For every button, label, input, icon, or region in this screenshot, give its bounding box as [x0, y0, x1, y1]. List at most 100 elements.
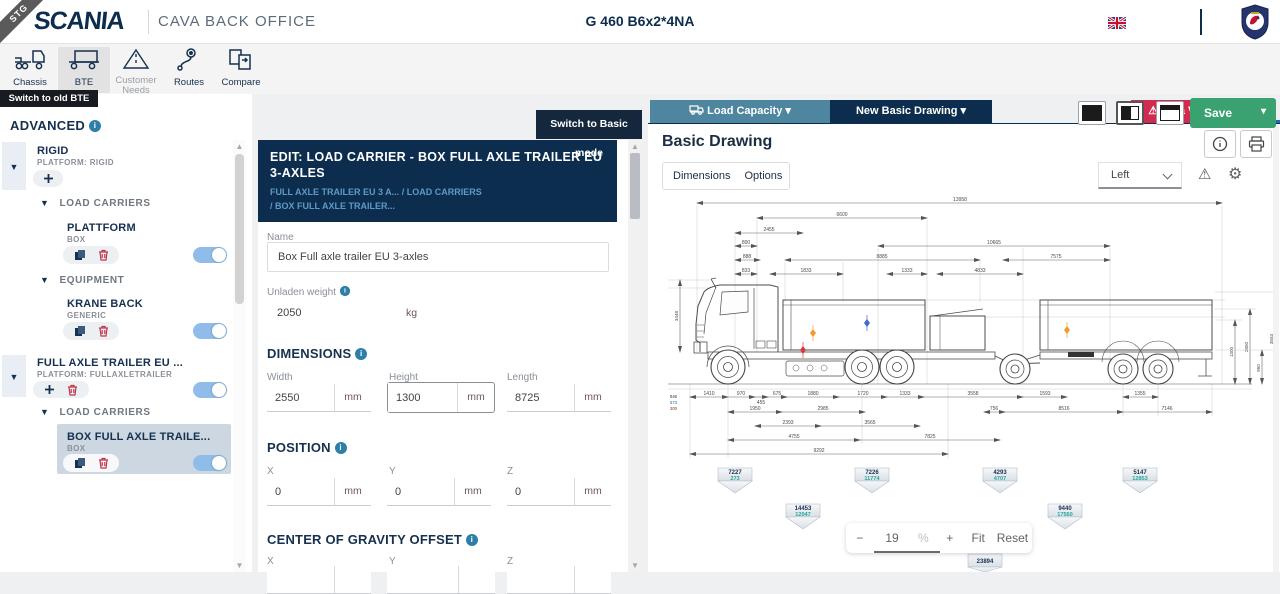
breadcrumb-link-box[interactable]: BOX FULL AXLE TRAILER...: [275, 200, 396, 211]
zoom-out-button[interactable]: −: [856, 531, 864, 545]
edit-panel-scrollbar[interactable]: ▲ ▼: [628, 140, 642, 572]
tab-options[interactable]: Options: [744, 170, 783, 182]
layout-full-button[interactable]: [1078, 101, 1106, 125]
info-icon[interactable]: i: [339, 285, 350, 297]
info-icon[interactable]: i: [334, 442, 347, 454]
svg-text:2850: 2850: [1244, 341, 1249, 352]
plus-icon[interactable]: [44, 384, 55, 395]
zoom-in-button[interactable]: +: [946, 531, 954, 545]
reset-button[interactable]: Reset: [996, 531, 1029, 545]
layout-split-button[interactable]: [1116, 101, 1144, 125]
save-dropdown-caret[interactable]: ▾: [1260, 106, 1266, 117]
tab-dimensions[interactable]: Dimensions: [673, 170, 731, 182]
drawing-panel-scrollbar[interactable]: [1273, 125, 1279, 572]
drawing-settings-icon[interactable]: ⚙: [1228, 166, 1243, 183]
width-input[interactable]: [267, 384, 335, 411]
save-button[interactable]: Save ▾: [1190, 98, 1276, 128]
tab-load-capacity[interactable]: Load Capacity ▾: [650, 100, 830, 123]
cog-z-field[interactable]: [507, 566, 611, 594]
section-equipment[interactable]: ▼ EQUIPMENT: [40, 275, 125, 286]
length-label: Length: [507, 372, 538, 383]
cog-y-field[interactable]: [387, 566, 495, 594]
position-y-field[interactable]: mm: [387, 478, 491, 506]
tab-new-basic-drawing[interactable]: New Basic Drawing ▾: [830, 100, 992, 123]
drawing-warning-icon[interactable]: ⚠: [1198, 166, 1212, 183]
trailer-collapse-toggle[interactable]: ▼: [2, 355, 26, 397]
length-field[interactable]: mm: [507, 384, 611, 412]
cog-x-input[interactable]: [267, 566, 335, 593]
bte-button[interactable]: BTE: [58, 47, 110, 93]
scroll-down-icon[interactable]: ▼: [235, 561, 244, 570]
position-x-input[interactable]: [267, 478, 335, 505]
switch-to-basic-mode-button[interactable]: Switch to Basic mode: [536, 110, 642, 159]
section-load-carriers-trailer[interactable]: ▼ LOAD CARRIERS: [40, 407, 151, 418]
tree-item-krane-back[interactable]: KRANE BACK: [67, 298, 143, 310]
compare-button[interactable]: Compare: [215, 47, 267, 93]
height-field[interactable]: mm: [387, 382, 495, 413]
info-icon[interactable]: i: [465, 534, 478, 546]
cog-z-input[interactable]: [507, 566, 575, 593]
name-input[interactable]: [267, 242, 609, 272]
position-z-field[interactable]: mm: [507, 478, 611, 506]
top-dimension-lines: [696, 201, 1223, 276]
svg-text:4833: 4833: [974, 268, 985, 274]
scroll-up-icon[interactable]: ▲: [235, 142, 244, 151]
krane-back-enabled-toggle[interactable]: [193, 323, 227, 339]
delete-icon[interactable]: [98, 457, 109, 469]
switch-to-old-bte-button[interactable]: Switch to old BTE: [0, 90, 98, 107]
svg-text:1880: 1880: [807, 391, 818, 397]
delete-icon[interactable]: [98, 325, 109, 337]
zoom-value[interactable]: 19: [885, 531, 899, 545]
drawing-info-button[interactable]: [1204, 130, 1236, 158]
position-x-field[interactable]: mm: [267, 478, 371, 506]
delete-icon[interactable]: [98, 249, 109, 261]
svg-text:12853: 12853: [1132, 476, 1148, 482]
language-flag-icon[interactable]: [1107, 15, 1127, 34]
tree-item-plattform[interactable]: PLATTFORM: [67, 222, 136, 234]
cog-title: CENTER OF GRAVITY OFFSET: [267, 532, 462, 547]
position-z-input[interactable]: [507, 478, 575, 505]
cog-x-field[interactable]: [267, 566, 371, 594]
box-trailer-enabled-toggle[interactable]: [193, 455, 227, 471]
scroll-down-icon[interactable]: ▼: [631, 561, 639, 570]
height-input[interactable]: [388, 383, 458, 412]
routes-button[interactable]: Routes: [163, 47, 215, 93]
svg-text:23894: 23894: [977, 559, 994, 565]
breadcrumb-link-load-carriers[interactable]: LOAD CARRIERS: [406, 187, 482, 198]
customer-needs-button[interactable]: Customer Needs: [110, 47, 162, 95]
trailer-enabled-toggle[interactable]: [193, 382, 227, 398]
add-button[interactable]: [33, 170, 63, 187]
view-side-select[interactable]: Left: [1098, 162, 1182, 189]
info-icon[interactable]: i: [355, 348, 368, 360]
duplicate-icon[interactable]: [74, 249, 86, 261]
rigid-collapse-toggle[interactable]: ▼: [2, 142, 26, 190]
section-load-carriers[interactable]: ▼ LOAD CARRIERS: [40, 198, 151, 209]
duplicate-icon[interactable]: [74, 457, 86, 469]
unladen-weight-input[interactable]: [267, 300, 397, 326]
info-icon[interactable]: i: [89, 120, 102, 132]
length-input[interactable]: [507, 384, 575, 411]
drawing-canvas-area[interactable]: 13958 6600 2455 800 10665 888 8885 7575 …: [650, 192, 1280, 573]
svg-text:675: 675: [773, 391, 782, 397]
fit-button[interactable]: Fit: [971, 531, 985, 545]
tree-group-trailer[interactable]: FULL AXLE TRAILER EU ...: [37, 357, 183, 369]
svg-text:1593: 1593: [1039, 391, 1050, 397]
chassis-button[interactable]: Chassis: [4, 47, 56, 93]
zoom-slider[interactable]: [874, 551, 940, 553]
layout-drawing-button[interactable]: [1156, 101, 1184, 125]
sidebar-scrollbar[interactable]: ▲ ▼: [233, 140, 246, 572]
vertical-dimension-labels: 3448 1300 2850 950 3553: [673, 310, 1274, 373]
cog-y-input[interactable]: [387, 566, 459, 593]
svg-text:7146: 7146: [1161, 406, 1172, 412]
duplicate-icon[interactable]: [74, 325, 86, 337]
breadcrumb-link-trailer[interactable]: FULL AXLE TRAILER EU 3 A...: [270, 187, 400, 198]
width-field[interactable]: mm: [267, 384, 371, 412]
print-button[interactable]: [1240, 130, 1272, 158]
svg-text:4755: 4755: [788, 434, 799, 440]
position-y-input[interactable]: [387, 478, 455, 505]
delete-icon[interactable]: [67, 384, 78, 396]
plattform-enabled-toggle[interactable]: [193, 247, 227, 263]
scroll-up-icon[interactable]: ▲: [631, 142, 639, 151]
basic-drawing-svg[interactable]: 13958 6600 2455 800 10665 888 8885 7575 …: [650, 192, 1280, 573]
tree-group-rigid[interactable]: RIGID: [37, 145, 69, 157]
